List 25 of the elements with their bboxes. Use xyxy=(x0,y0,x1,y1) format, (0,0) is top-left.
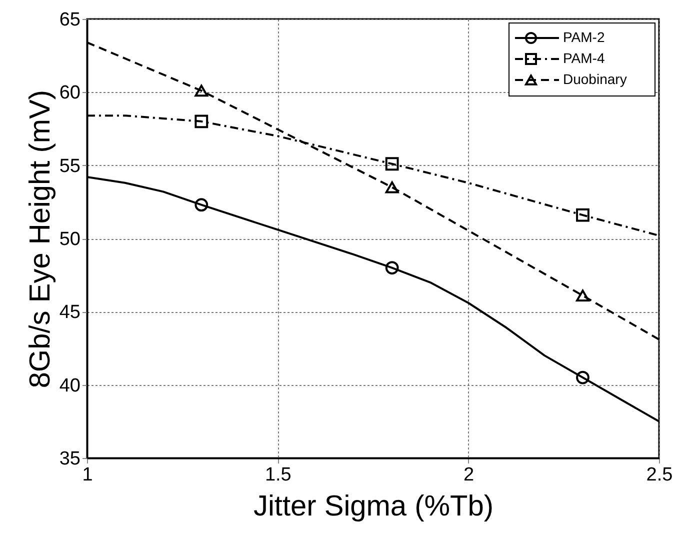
y-tick-label: 40 xyxy=(59,375,80,396)
y-tick-label: 35 xyxy=(59,448,80,470)
point xyxy=(385,261,399,274)
x-tick-label: 1.5 xyxy=(264,464,292,486)
legend-label: PAM-4 xyxy=(563,50,605,66)
point xyxy=(576,208,590,222)
x-axis-title: Jitter Sigma (%Tb) xyxy=(253,490,494,522)
y-tick-label: 50 xyxy=(59,229,80,250)
x-tick-label: 1 xyxy=(82,464,93,486)
point xyxy=(576,370,590,384)
y-axis-title: 8Gb/s Eye Height (mV) xyxy=(24,90,56,388)
y-tick-label: 60 xyxy=(59,82,80,104)
point xyxy=(194,198,208,212)
point xyxy=(194,114,208,128)
y-tick-label: 55 xyxy=(59,156,80,177)
point xyxy=(576,290,590,302)
y-tick-label: 45 xyxy=(59,302,80,324)
point xyxy=(385,181,399,194)
point xyxy=(385,157,399,171)
x-tick-label: 2 xyxy=(464,464,474,486)
legend-label: Duobinary xyxy=(563,71,627,87)
legend-label: PAM-2 xyxy=(563,29,605,45)
point xyxy=(194,84,208,97)
x-tick-label: 2.5 xyxy=(646,464,673,486)
y-tick-label: 65 xyxy=(59,10,80,30)
